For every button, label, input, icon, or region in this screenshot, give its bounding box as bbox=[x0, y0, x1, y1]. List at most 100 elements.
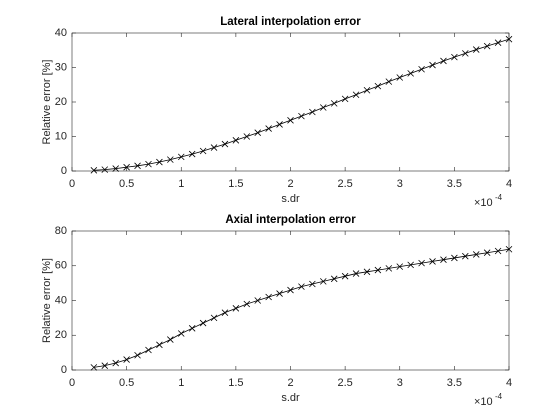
data-marker bbox=[232, 305, 240, 312]
data-marker bbox=[483, 42, 491, 50]
data-marker bbox=[494, 247, 502, 255]
data-marker bbox=[221, 309, 229, 316]
data-marker bbox=[505, 245, 513, 253]
x-tick-label: 1 bbox=[178, 377, 184, 389]
data-marker bbox=[396, 263, 404, 270]
data-marker bbox=[265, 293, 272, 301]
data-marker bbox=[243, 133, 251, 140]
y-tick-label: 0 bbox=[61, 165, 67, 177]
data-marker bbox=[254, 297, 262, 304]
x-multiplier: ×10 bbox=[474, 197, 493, 209]
data-marker bbox=[341, 272, 349, 280]
data-marker bbox=[243, 300, 251, 308]
y-tick-label: 80 bbox=[55, 225, 67, 237]
x-tick-label: 1.5 bbox=[228, 377, 243, 389]
data-marker bbox=[287, 286, 294, 294]
data-marker bbox=[112, 359, 119, 367]
data-marker bbox=[177, 153, 185, 161]
data-marker bbox=[374, 266, 382, 274]
data-marker bbox=[363, 86, 371, 94]
chart-title: Axial interpolation error bbox=[225, 214, 356, 226]
data-marker bbox=[101, 362, 109, 369]
data-marker bbox=[298, 112, 305, 120]
data-marker bbox=[145, 160, 152, 168]
y-tick-label: 40 bbox=[55, 27, 67, 39]
data-marker bbox=[123, 163, 130, 171]
data-marker bbox=[210, 144, 218, 151]
data-marker bbox=[254, 129, 262, 136]
data-marker bbox=[276, 121, 283, 128]
x-multiplier-exponent: -4 bbox=[495, 392, 503, 401]
x-tick-label: 3 bbox=[397, 377, 403, 389]
data-marker bbox=[298, 283, 305, 290]
x-tick-label: 4 bbox=[506, 178, 512, 190]
data-marker bbox=[276, 290, 283, 297]
x-tick-label: 2 bbox=[287, 178, 293, 190]
data-marker bbox=[167, 336, 174, 343]
data-marker bbox=[156, 341, 163, 349]
x-tick-label: 1 bbox=[178, 178, 184, 190]
x-tick-label: 0 bbox=[69, 178, 75, 190]
y-tick-label: 20 bbox=[55, 329, 67, 341]
data-marker bbox=[418, 259, 425, 267]
data-marker bbox=[472, 46, 480, 53]
x-tick-label: 2 bbox=[287, 377, 293, 389]
data-marker bbox=[319, 104, 327, 111]
y-tick-label: 40 bbox=[55, 294, 67, 306]
x-tick-label: 2.5 bbox=[337, 178, 352, 190]
data-marker bbox=[494, 39, 502, 46]
data-marker bbox=[210, 314, 218, 322]
x-tick-label: 0.5 bbox=[119, 377, 134, 389]
data-marker bbox=[483, 249, 491, 257]
data-marker bbox=[177, 330, 185, 337]
x-tick-label: 3 bbox=[397, 178, 403, 190]
y-tick-label: 10 bbox=[55, 130, 67, 142]
data-marker bbox=[188, 325, 196, 332]
x-tick-label: 4 bbox=[506, 377, 512, 389]
data-marker bbox=[407, 261, 414, 269]
plot-area bbox=[71, 230, 510, 371]
data-marker bbox=[472, 251, 480, 258]
x-tick-label: 3.5 bbox=[447, 178, 462, 190]
y-axis-label: Relative error [%] bbox=[41, 60, 53, 145]
data-marker bbox=[385, 78, 393, 85]
y-tick-label: 60 bbox=[55, 260, 67, 272]
y-tick-label: 30 bbox=[55, 61, 67, 73]
data-marker bbox=[199, 147, 207, 155]
y-axis-label: Relative error [%] bbox=[41, 258, 53, 343]
data-marker bbox=[341, 95, 349, 103]
data-marker bbox=[309, 280, 316, 288]
data-marker bbox=[265, 125, 272, 132]
data-marker bbox=[440, 256, 447, 263]
data-marker bbox=[134, 351, 141, 359]
data-marker bbox=[363, 268, 371, 276]
x-tick-label: 2.5 bbox=[337, 377, 352, 389]
data-marker bbox=[440, 57, 447, 65]
data-marker bbox=[407, 70, 414, 77]
data-marker bbox=[167, 156, 174, 163]
data-marker bbox=[396, 74, 404, 81]
data-marker bbox=[352, 270, 360, 277]
y-tick-label: 0 bbox=[61, 364, 67, 376]
chart-title: Lateral interpolation error bbox=[220, 16, 361, 28]
data-marker bbox=[385, 265, 393, 272]
x-axis-label: s.dr bbox=[281, 392, 300, 404]
data-marker bbox=[112, 165, 119, 172]
data-marker bbox=[156, 158, 163, 166]
x-tick-label: 0.5 bbox=[119, 178, 134, 190]
data-marker bbox=[90, 364, 98, 371]
data-marker bbox=[232, 137, 240, 144]
x-tick-label: 0 bbox=[69, 377, 75, 389]
x-axis-label: s.dr bbox=[281, 193, 300, 205]
data-marker bbox=[505, 35, 513, 43]
data-marker bbox=[101, 166, 109, 173]
data-marker bbox=[451, 254, 458, 262]
data-marker bbox=[374, 82, 382, 90]
data-marker bbox=[199, 319, 207, 327]
data-marker bbox=[188, 150, 196, 158]
plot-area bbox=[71, 32, 510, 172]
x-multiplier: ×10 bbox=[474, 396, 493, 408]
data-marker bbox=[429, 61, 436, 69]
x-tick-label: 3.5 bbox=[447, 377, 462, 389]
